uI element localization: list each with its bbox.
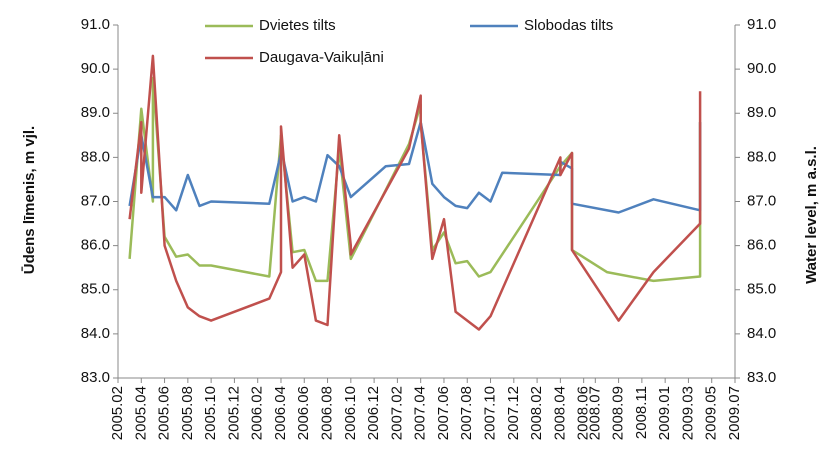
y-tick-label: 89.0: [81, 104, 110, 121]
x-tick-label: 2007.12: [505, 386, 522, 440]
legend-label: Dvietes tilts: [259, 17, 336, 34]
x-tick-label: 2009.03: [679, 386, 696, 440]
x-tick-label: 2009.05: [703, 386, 720, 440]
x-tick-label: 2008.07: [586, 386, 603, 440]
y2-axis-label: Water level, m a.s.l.: [803, 146, 820, 284]
x-tick-label: 2006.10: [342, 386, 359, 440]
y2-tick-label: 86.0: [747, 237, 776, 254]
y2-tick-label: 91.0: [747, 16, 776, 33]
x-tick-label: 2005.02: [109, 386, 126, 440]
x-tick-label: 2008.02: [528, 386, 545, 440]
y-tick-label: 85.0: [81, 281, 110, 298]
y-tick-label: 87.0: [81, 192, 110, 209]
series-line: [128, 76, 702, 283]
legend-label: Slobodas tilts: [524, 17, 613, 34]
y-tick-label: 86.0: [81, 237, 110, 254]
y2-tick-label: 84.0: [747, 325, 776, 342]
y-tick-label: 90.0: [81, 60, 110, 77]
y-axis-label: Ūdens līmenis, m vjl.: [21, 126, 38, 274]
y2-tick-label: 89.0: [747, 104, 776, 121]
x-tick-label: 2009.01: [656, 386, 673, 440]
series-line: [128, 54, 702, 331]
x-tick-label: 2006.02: [249, 386, 266, 440]
x-tick-label: 2008.09: [610, 386, 627, 440]
y-tick-label: 88.0: [81, 148, 110, 165]
x-tick-label: 2006.04: [272, 386, 289, 440]
x-tick-label: 2009.07: [726, 386, 743, 440]
x-tick-label: 2007.08: [458, 386, 475, 440]
x-tick-label: 2008.06: [575, 386, 592, 440]
x-tick-label: 2007.10: [481, 386, 498, 440]
x-tick-label: 2005.06: [156, 386, 173, 440]
y2-tick-label: 87.0: [747, 192, 776, 209]
x-tick-label: 2005.10: [202, 386, 219, 440]
x-tick-label: 2007.06: [435, 386, 452, 440]
x-tick-label: 2006.08: [319, 386, 336, 440]
y2-tick-label: 85.0: [747, 281, 776, 298]
y2-tick-label: 88.0: [747, 148, 776, 165]
y-tick-label: 83.0: [81, 369, 110, 386]
x-tick-label: 2007.04: [412, 386, 429, 440]
x-tick-label: 2005.04: [132, 386, 149, 440]
x-tick-label: 2005.12: [225, 386, 242, 440]
series-line: [128, 120, 702, 214]
x-tick-label: 2007.02: [388, 386, 405, 440]
y-tick-label: 91.0: [81, 16, 110, 33]
x-tick-label: 2008.04: [551, 386, 568, 440]
y2-tick-label: 83.0: [747, 369, 776, 386]
legend-label: Daugava-Vaikuļāni: [259, 49, 384, 66]
x-tick-label: 2008.11: [633, 386, 650, 439]
y-tick-label: 84.0: [81, 325, 110, 342]
y2-tick-label: 90.0: [747, 60, 776, 77]
x-tick-label: 2006.06: [295, 386, 312, 440]
x-tick-label: 2005.08: [179, 386, 196, 440]
x-tick-label: 2006.12: [365, 386, 382, 440]
